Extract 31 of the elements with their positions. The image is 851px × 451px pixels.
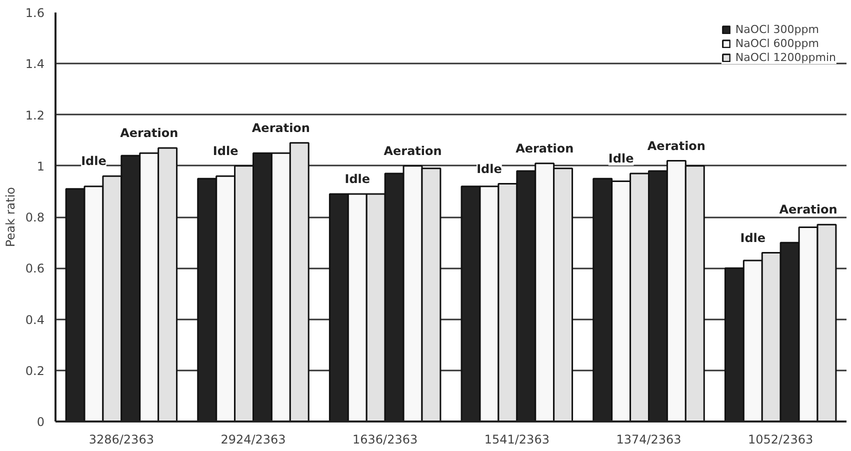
annotation: Aeration [779,202,838,217]
y-tick-label: 0.8 [25,210,45,224]
annotation: Aeration [647,138,706,153]
legend-label: NaOCl 1200ppmin [735,50,836,64]
legend-label: NaOCl 300ppm [735,22,819,36]
y-tick-label: 1.2 [25,108,45,122]
y-tick-label: 0.4 [25,312,45,327]
annotation: Idle [212,144,238,158]
y-tick-label: 0.6 [25,262,45,276]
annotation: Aeration [120,126,178,140]
annotation: Aeration [516,141,574,156]
legend-label: NaOCl 600ppm [735,36,819,50]
annotation: Idle [344,172,370,186]
x-tick-label: 2924/2363 [220,432,286,446]
y-tick-label: 0.2 [25,364,45,378]
y-axis-title: Peak ratio [3,187,18,247]
x-tick-label: 1052/2363 [748,432,814,446]
annotation: Idle [476,162,502,176]
annotation: Aeration [384,144,442,158]
annotation: Idle [81,154,106,168]
x-tick-label: 1636/2363 [352,432,418,446]
x-tick-label: 1374/2363 [616,432,682,446]
annotation: Aeration [252,120,310,135]
annotation: Idle [740,230,766,245]
y-tick-label: 0 [36,415,45,429]
y-tick-label: 1 [36,159,45,174]
x-tick-label: 3286/2363 [88,432,154,446]
y-tick-label: 1.6 [25,6,45,20]
annotation: Idle [608,152,634,166]
x-tick-label: 1541/2363 [484,432,550,446]
y-tick-label: 1.4 [25,57,45,72]
